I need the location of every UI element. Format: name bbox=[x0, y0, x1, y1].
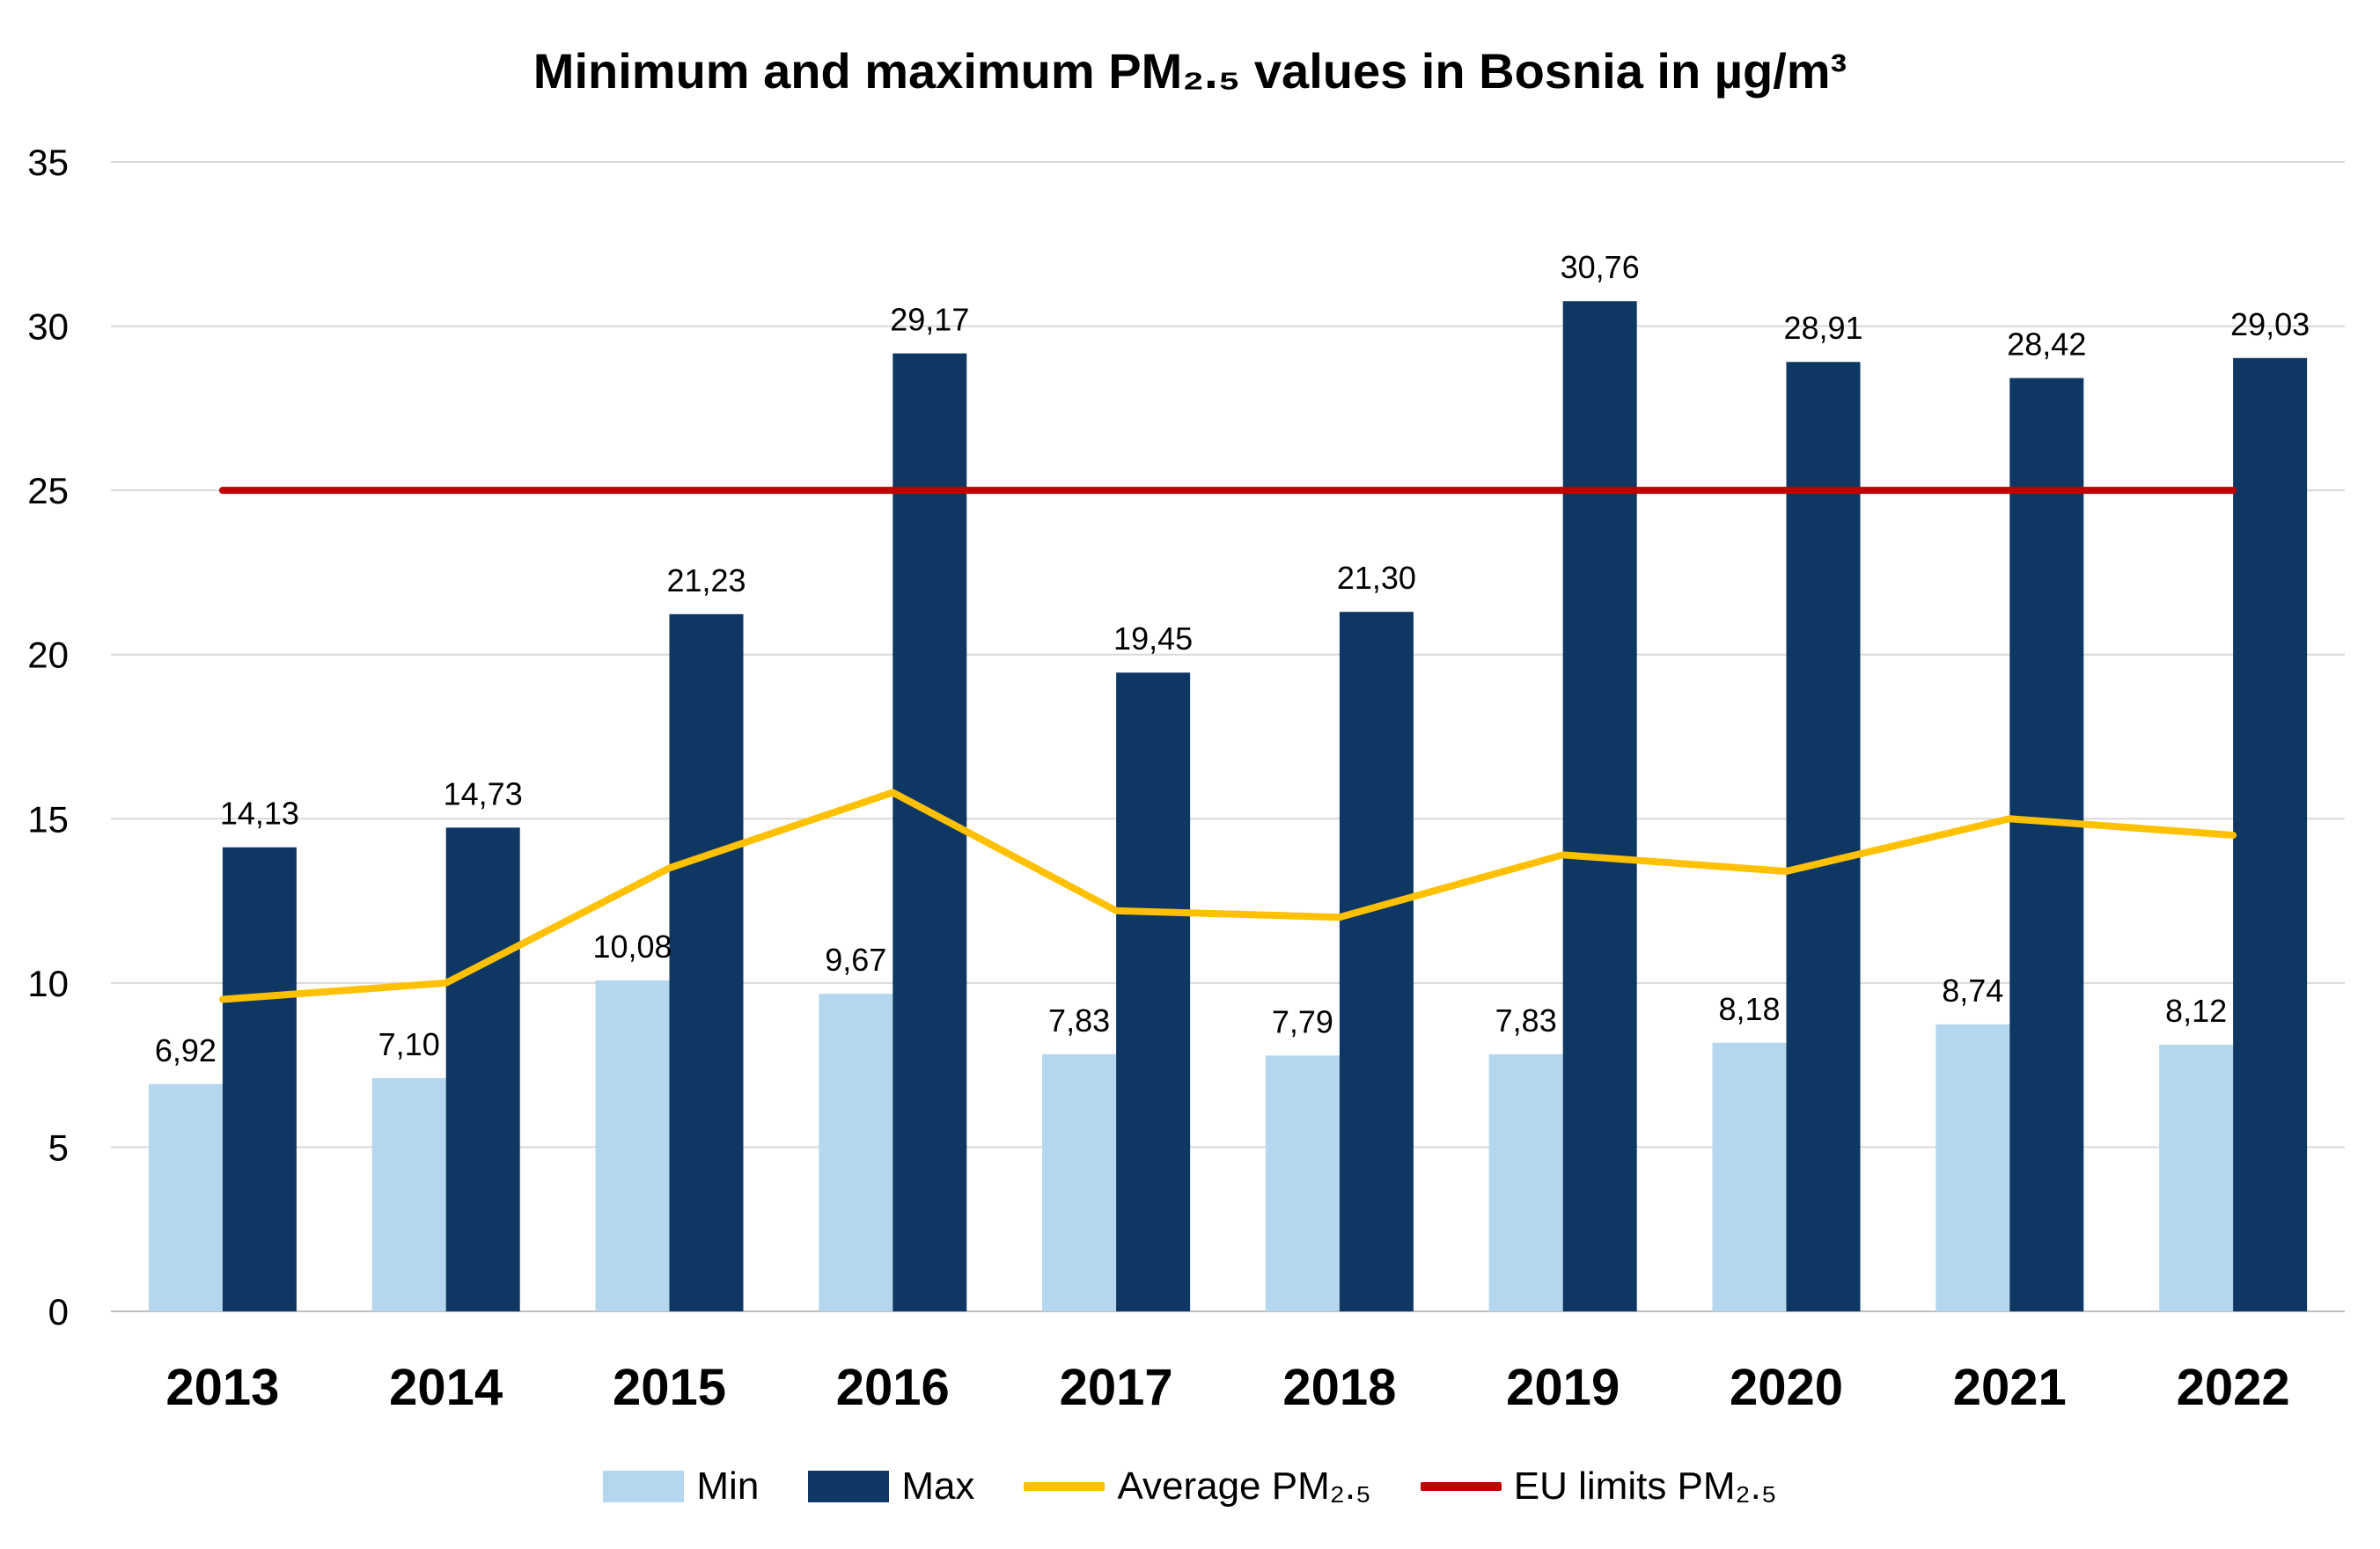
x-tick-label: 2017 bbox=[1060, 1359, 1173, 1416]
legend-label-max: Max bbox=[901, 1465, 975, 1508]
data-label-max: 28,42 bbox=[2007, 327, 2086, 363]
lines bbox=[218, 487, 2237, 1003]
bar-max bbox=[892, 353, 967, 1312]
bar-min bbox=[148, 1083, 223, 1311]
data-label-max: 28,91 bbox=[1783, 310, 1862, 346]
data-label-min: 7,83 bbox=[1495, 1002, 1557, 1039]
legend-item-min: Min bbox=[603, 1465, 759, 1509]
x-tick-label: 2019 bbox=[1506, 1359, 1620, 1416]
x-tick-label: 2020 bbox=[1730, 1359, 1843, 1416]
data-labels: 6,92 14,13 7,10 14,73 10,08 21,23 9,67 29,17 7,8… bbox=[155, 249, 2310, 1068]
data-label-min: 7,83 bbox=[1048, 1002, 1110, 1039]
legend-swatch-average bbox=[1024, 1482, 1106, 1491]
legend-item-max: Max bbox=[808, 1465, 974, 1509]
bar-min bbox=[1936, 1024, 2010, 1311]
data-label-min: 7,10 bbox=[378, 1026, 440, 1062]
data-label-min: 6,92 bbox=[155, 1032, 217, 1068]
bar-min bbox=[1488, 1053, 1563, 1311]
legend-swatch-eu-limits bbox=[1420, 1482, 1502, 1491]
data-label-max: 14,13 bbox=[220, 796, 299, 832]
x-tick-label: 2013 bbox=[165, 1359, 279, 1416]
data-label-max: 30,76 bbox=[1561, 249, 1640, 285]
data-label-min: 9,67 bbox=[825, 942, 886, 978]
y-tick-label: 5 bbox=[48, 1127, 69, 1168]
legend-item-average: Average PM₂.₅ bbox=[1024, 1465, 1371, 1509]
bar-min bbox=[371, 1078, 446, 1311]
y-tick-label: 20 bbox=[27, 635, 69, 676]
x-tick-label: 2016 bbox=[836, 1359, 950, 1416]
legend: Min Max Average PM₂.₅ EU limits PM₂.₅ bbox=[0, 1465, 2380, 1509]
y-tick-label: 15 bbox=[27, 798, 69, 840]
bar-max bbox=[1562, 301, 1637, 1311]
data-label-min: 8,18 bbox=[1718, 991, 1780, 1027]
bar-min bbox=[2159, 1045, 2234, 1311]
bar-max bbox=[2233, 357, 2308, 1311]
data-label-max: 14,73 bbox=[444, 775, 523, 811]
legend-label-eu-limits: EU limits PM₂.₅ bbox=[1513, 1465, 1777, 1508]
data-label-max: 29,03 bbox=[2230, 306, 2310, 342]
y-tick-label: 25 bbox=[27, 470, 69, 511]
y-tick-label: 30 bbox=[27, 306, 69, 348]
x-axis-ticks: 2013 2014 2015 2016 2017 2018 2019 2020 2021 2022 bbox=[165, 1359, 2289, 1416]
bar-max bbox=[1116, 672, 1191, 1311]
data-label-max: 21,30 bbox=[1337, 560, 1416, 596]
bar-max bbox=[1339, 612, 1414, 1311]
y-tick-label: 10 bbox=[27, 963, 69, 1004]
y-tick-label: 0 bbox=[48, 1291, 69, 1332]
data-label-min: 7,79 bbox=[1272, 1003, 1333, 1039]
bars bbox=[148, 301, 2308, 1312]
bar-max bbox=[445, 827, 520, 1311]
bar-min bbox=[1265, 1055, 1340, 1311]
x-tick-label: 2014 bbox=[389, 1359, 503, 1416]
average-line bbox=[218, 789, 2237, 1003]
bar-min bbox=[1712, 1042, 1787, 1311]
y-tick-label: 35 bbox=[27, 142, 69, 183]
x-tick-label: 2022 bbox=[2177, 1359, 2290, 1416]
legend-label-average: Average PM₂.₅ bbox=[1117, 1465, 1371, 1508]
bar-min bbox=[819, 994, 893, 1311]
bar-max bbox=[1786, 362, 1861, 1311]
data-label-max: 29,17 bbox=[890, 302, 969, 338]
x-tick-label: 2015 bbox=[613, 1359, 726, 1416]
x-tick-label: 2018 bbox=[1282, 1359, 1396, 1416]
data-label-min: 8,12 bbox=[2165, 993, 2227, 1029]
legend-swatch-max bbox=[808, 1471, 890, 1502]
data-label-max: 21,23 bbox=[666, 562, 746, 598]
legend-item-eu-limits: EU limits PM₂.₅ bbox=[1420, 1465, 1777, 1509]
chart-title: Minimum and maximum PM₂.₅ values in Bosn… bbox=[533, 43, 1847, 99]
bar-max bbox=[222, 847, 297, 1311]
data-label-max: 19,45 bbox=[1113, 620, 1193, 657]
bar-min bbox=[1042, 1053, 1117, 1311]
legend-swatch-min bbox=[603, 1471, 685, 1502]
bar-min bbox=[595, 980, 670, 1311]
y-axis-ticks: 0 5 10 15 20 25 30 35 bbox=[27, 142, 69, 1332]
bar-max bbox=[669, 613, 744, 1311]
data-label-min: 10,08 bbox=[592, 929, 672, 965]
legend-label-min: Min bbox=[696, 1465, 760, 1508]
bar-max bbox=[2009, 378, 2084, 1311]
x-tick-label: 2021 bbox=[1953, 1359, 2067, 1416]
data-label-min: 8,74 bbox=[1942, 973, 2003, 1009]
